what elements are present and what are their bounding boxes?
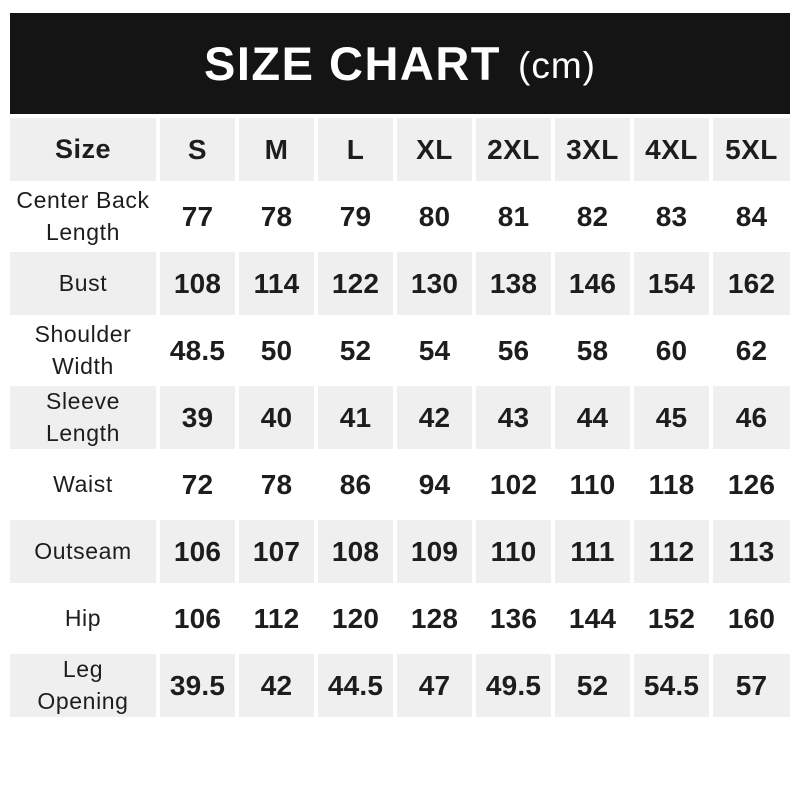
- measurement-value: 126: [709, 449, 790, 520]
- measurement-value: 54: [393, 315, 476, 386]
- measurement-label: Sleeve Length: [10, 382, 160, 453]
- measurement-value: 46: [709, 382, 790, 453]
- size-chart-page: SIZE CHART (cm) Size S M L XL 2XL 3XL 4XL 5XL Cen…: [10, 13, 790, 717]
- size-table-body: Size S M L XL 2XL 3XL 4XL 5XL Center Back Length 7…: [10, 118, 790, 717]
- measurement-value: 146: [551, 248, 634, 319]
- size-header-row: Size S M L XL 2XL 3XL 4XL 5XL: [10, 118, 790, 185]
- measurement-value: 108: [314, 516, 397, 587]
- measurement-value: 102: [472, 449, 555, 520]
- measurement-value: 79: [314, 181, 397, 252]
- measurement-value: 113: [709, 516, 790, 587]
- banner-title: SIZE CHART: [204, 37, 502, 90]
- table-row: Leg Opening 39.5 42 44.5 47 49.5 52 54.5 57: [10, 650, 790, 717]
- measurement-value: 154: [630, 248, 713, 319]
- measurement-value: 78: [235, 181, 318, 252]
- measurement-value: 130: [393, 248, 476, 319]
- measurement-label: Leg Opening: [10, 650, 160, 717]
- measurement-label: Bust: [10, 248, 160, 319]
- measurement-value: 112: [235, 583, 318, 654]
- measurement-value: 138: [472, 248, 555, 319]
- measurement-value: 80: [393, 181, 476, 252]
- measurement-value: 44: [551, 382, 634, 453]
- size-chart-table: Size S M L XL 2XL 3XL 4XL 5XL Center Back Length 7…: [10, 118, 790, 717]
- measurement-value: 52: [314, 315, 397, 386]
- table-row: Sleeve Length 39 40 41 42 43 44 45 46: [10, 382, 790, 453]
- table-row: Hip 106 112 120 128 136 144 152 160: [10, 583, 790, 654]
- measurement-value: 57: [709, 650, 790, 717]
- measurement-value: 45: [630, 382, 713, 453]
- measurement-value: 78: [235, 449, 318, 520]
- measurement-value: 60: [630, 315, 713, 386]
- measurement-value: 112: [630, 516, 713, 587]
- measurement-value: 39.5: [156, 650, 239, 717]
- measurement-value: 109: [393, 516, 476, 587]
- measurement-value: 114: [235, 248, 318, 319]
- measurement-value: 81: [472, 181, 555, 252]
- measurement-value: 82: [551, 181, 634, 252]
- measurement-value: 62: [709, 315, 790, 386]
- measurement-value: 49.5: [472, 650, 555, 717]
- measurement-value: 58: [551, 315, 634, 386]
- measurement-value: 48.5: [156, 315, 239, 386]
- table-row: Center Back Length 77 78 79 80 81 82 83 84: [10, 181, 790, 252]
- measurement-value: 42: [393, 382, 476, 453]
- measurement-value: 110: [472, 516, 555, 587]
- table-row: Outseam 106 107 108 109 110 111 112 113: [10, 516, 790, 587]
- measurement-value: 52: [551, 650, 634, 717]
- measurement-label: Shoulder Width: [10, 315, 160, 386]
- measurement-value: 47: [393, 650, 476, 717]
- measurement-value: 39: [156, 382, 239, 453]
- measurement-value: 56: [472, 315, 555, 386]
- measurement-value: 162: [709, 248, 790, 319]
- size-column-header: 2XL: [472, 118, 555, 185]
- measurement-value: 118: [630, 449, 713, 520]
- measurement-value: 122: [314, 248, 397, 319]
- measurement-value: 43: [472, 382, 555, 453]
- measurement-value: 72: [156, 449, 239, 520]
- measurement-value: 106: [156, 516, 239, 587]
- size-column-header: 3XL: [551, 118, 634, 185]
- size-column-header: M: [235, 118, 318, 185]
- measurement-label: Hip: [10, 583, 160, 654]
- measurement-value: 107: [235, 516, 318, 587]
- size-header-label: Size: [10, 118, 160, 185]
- table-row: Bust 108 114 122 130 138 146 154 162: [10, 248, 790, 319]
- measurement-value: 110: [551, 449, 634, 520]
- measurement-value: 83: [630, 181, 713, 252]
- measurement-value: 106: [156, 583, 239, 654]
- measurement-value: 40: [235, 382, 318, 453]
- measurement-value: 152: [630, 583, 713, 654]
- size-column-header: L: [314, 118, 397, 185]
- measurement-value: 128: [393, 583, 476, 654]
- measurement-label: Waist: [10, 449, 160, 520]
- measurement-value: 54.5: [630, 650, 713, 717]
- measurement-value: 144: [551, 583, 634, 654]
- table-row: Waist 72 78 86 94 102 110 118 126: [10, 449, 790, 520]
- measurement-value: 41: [314, 382, 397, 453]
- measurement-value: 42: [235, 650, 318, 717]
- measurement-value: 50: [235, 315, 318, 386]
- size-chart-banner: SIZE CHART (cm): [10, 13, 790, 114]
- measurement-value: 86: [314, 449, 397, 520]
- size-column-header: 4XL: [630, 118, 713, 185]
- size-column-header: XL: [393, 118, 476, 185]
- size-column-header: 5XL: [709, 118, 790, 185]
- measurement-value: 160: [709, 583, 790, 654]
- measurement-value: 108: [156, 248, 239, 319]
- measurement-label: Outseam: [10, 516, 160, 587]
- measurement-value: 44.5: [314, 650, 397, 717]
- table-row: Shoulder Width 48.5 50 52 54 56 58 60 62: [10, 315, 790, 386]
- measurement-value: 136: [472, 583, 555, 654]
- measurement-label: Center Back Length: [10, 181, 160, 252]
- banner-unit-label: (cm): [518, 45, 596, 86]
- size-column-header: S: [156, 118, 239, 185]
- measurement-value: 94: [393, 449, 476, 520]
- measurement-value: 120: [314, 583, 397, 654]
- measurement-value: 77: [156, 181, 239, 252]
- measurement-value: 84: [709, 181, 790, 252]
- measurement-value: 111: [551, 516, 634, 587]
